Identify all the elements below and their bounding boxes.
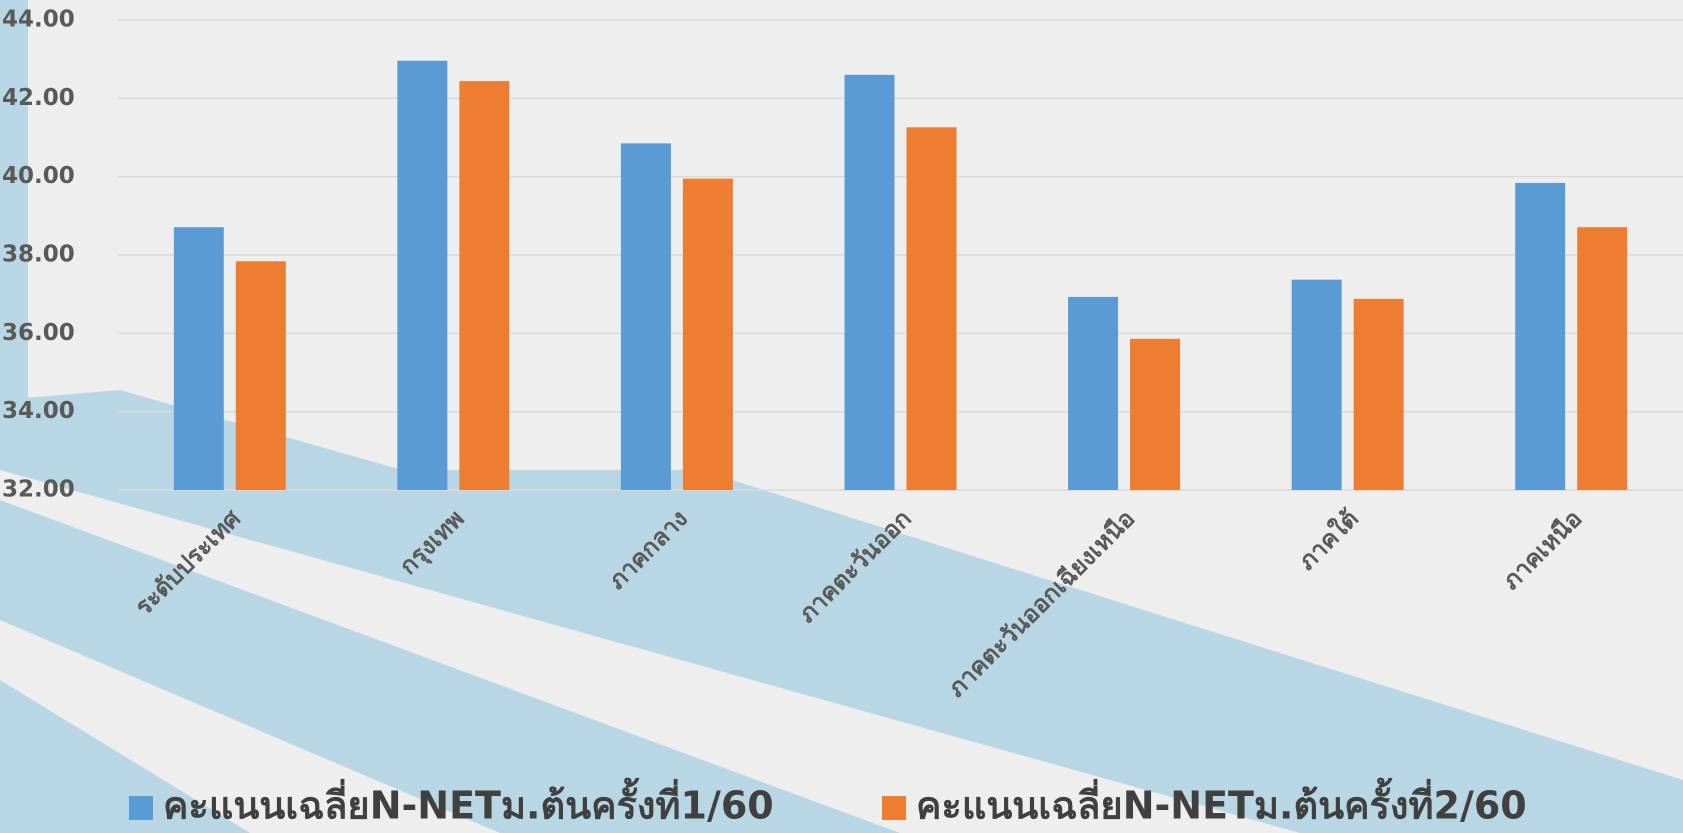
bar (1577, 227, 1628, 491)
legend-swatch (882, 796, 906, 820)
legend-label: คะแนนเฉลี่ยN-NETม.ต้นครั้งที่1/60 (163, 778, 774, 828)
bar (1353, 298, 1404, 490)
bar (173, 227, 224, 491)
bar (1130, 338, 1181, 490)
bar (682, 178, 733, 490)
legend-label: คะแนนเฉลี่ยN-NETม.ต้นครั้งที่2/60 (916, 778, 1527, 828)
legend-swatch (129, 796, 153, 820)
bar (906, 127, 957, 491)
y-tick-label: 34.00 (2, 398, 75, 424)
y-tick-label: 36.00 (2, 320, 75, 346)
bar (620, 143, 671, 490)
bar (1291, 279, 1342, 490)
bar (844, 74, 895, 490)
bar (1068, 296, 1119, 490)
y-tick-label: 32.00 (2, 477, 75, 503)
y-tick-label: 44.00 (2, 7, 75, 33)
bar (459, 81, 510, 490)
y-tick-label: 42.00 (2, 85, 75, 111)
bar (397, 60, 448, 490)
y-tick-label: 38.00 (2, 242, 75, 268)
bar (1515, 182, 1566, 490)
bar (235, 261, 286, 490)
y-tick-label: 40.00 (2, 163, 75, 189)
